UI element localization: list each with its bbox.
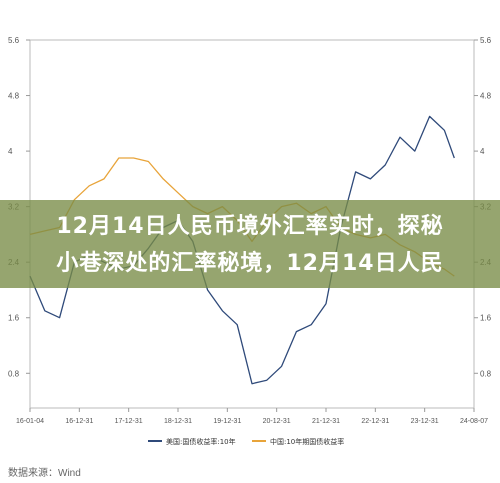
y-tick-label-left: 0.8 (8, 369, 20, 378)
x-tick-label: 20-12-31 (263, 418, 291, 425)
banner-line-1: 12月14日人民币境外汇率实时，探秘 (56, 214, 444, 239)
y-tick-label-left: 4 (8, 147, 13, 156)
x-tick-label: 22-12-31 (361, 418, 389, 425)
banner-line-2: 小巷深处的汇率秘境，12月14日人民 (56, 251, 444, 276)
source-note: 数据来源：Wind (8, 468, 81, 479)
y-tick-label-right: 0.8 (480, 369, 492, 378)
x-tick-label: 19-12-31 (213, 418, 241, 425)
y-tick-label-right: 5.6 (480, 36, 492, 45)
legend-label: 中国:10年期国债收益率 (270, 437, 344, 446)
x-tick-label: 18-12-31 (164, 418, 192, 425)
x-tick-label: 17-12-31 (115, 418, 143, 425)
title-banner: 12月14日人民币境外汇率实时，探秘 小巷深处的汇率秘境，12月14日人民 (0, 200, 500, 288)
x-tick-label: 24-08-07 (460, 418, 488, 425)
y-tick-label-right: 4.8 (480, 92, 492, 101)
x-tick-label: 21-12-31 (312, 418, 340, 425)
x-tick-label: 16-12-31 (65, 418, 93, 425)
y-tick-label-right: 1.6 (480, 314, 492, 323)
x-tick-label: 23-12-31 (411, 418, 439, 425)
y-tick-label-left: 5.6 (8, 36, 20, 45)
y-tick-label-right: 4 (480, 147, 485, 156)
y-tick-label-left: 1.6 (8, 314, 20, 323)
legend-label: 美国:国债收益率:10年 (166, 437, 236, 446)
x-tick-label: 16-01-04 (16, 418, 44, 425)
y-tick-label-left: 4.8 (8, 92, 20, 101)
